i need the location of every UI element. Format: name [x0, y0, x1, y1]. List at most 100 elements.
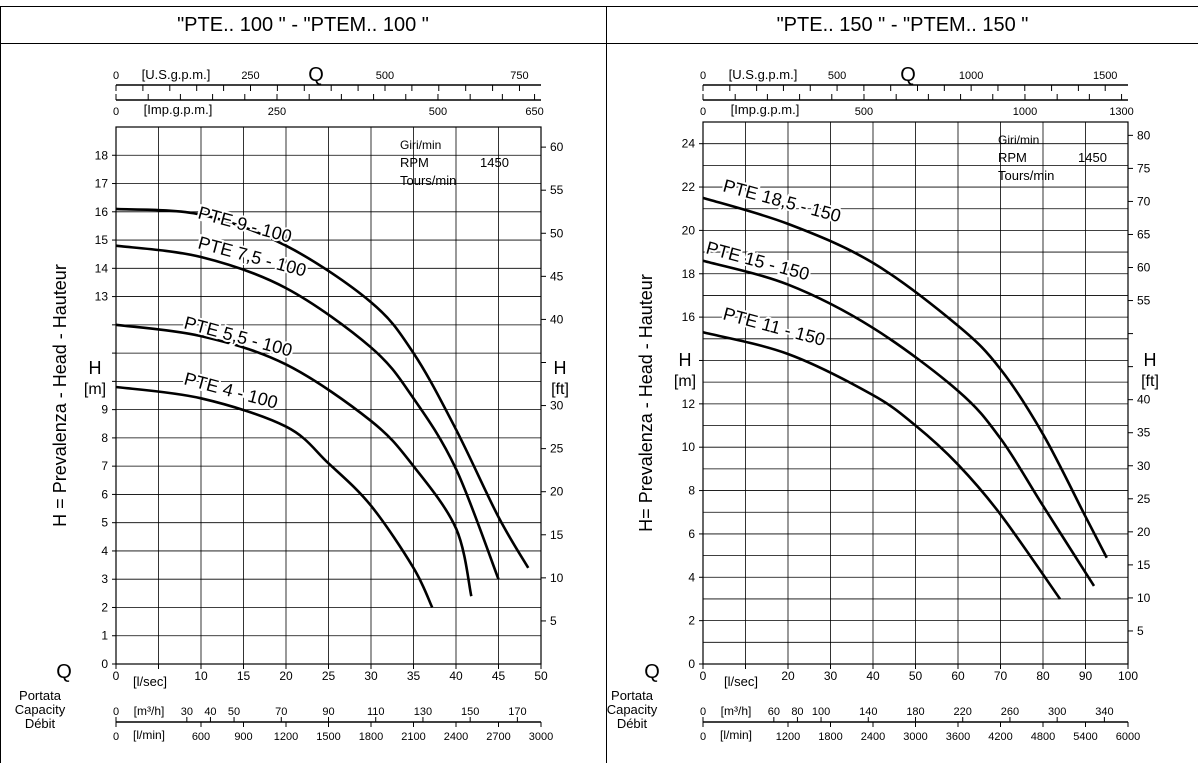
x-tick-label: 0	[700, 669, 707, 683]
x-tick-label: 15	[237, 669, 251, 683]
x-tick-label: 0	[113, 669, 120, 683]
y2-unit-ft: [ft]	[551, 381, 569, 398]
x-tick-label: 30	[364, 669, 378, 683]
lmin-tick-label: 600	[192, 731, 210, 743]
curve-pte-9-100	[115, 207, 530, 569]
y-tick-label: 12	[682, 397, 696, 411]
y-tick-label: 24	[682, 137, 696, 151]
lmin-tick-label: 2700	[486, 731, 510, 743]
y-unit-h: H	[89, 358, 102, 378]
y-tick-label: 8	[101, 431, 108, 445]
rpm-line1: Giri/min	[998, 133, 1039, 147]
m3h-tick-label: 0	[700, 706, 706, 718]
x-tick-label: 20	[781, 669, 795, 683]
curve-label: PTE 15 - 150	[704, 238, 812, 285]
x-unit-label: [l/sec]	[724, 674, 758, 689]
ft-tick-label: 55	[1137, 294, 1151, 308]
rpm-line3: Tours/min	[998, 168, 1054, 183]
usgpm-unit: [U.S.g.p.m.]	[142, 67, 211, 82]
ft-tick-label: 10	[1137, 591, 1151, 605]
x-tick-label: 90	[1079, 669, 1093, 683]
lmin-tick-label: 2400	[861, 731, 885, 743]
lmin-tick-label: 1200	[274, 731, 298, 743]
m3h-tick-label: 100	[812, 706, 830, 718]
ft-tick-label: 20	[550, 485, 564, 499]
y-tick-label: 4	[101, 544, 108, 558]
y-unit-m: [m]	[84, 381, 106, 398]
q-label: Q	[56, 661, 72, 683]
lmin-tick-label: 900	[234, 731, 252, 743]
y-tick-label: 2	[688, 614, 695, 628]
ft-tick-label: 5	[550, 614, 557, 628]
m3h-tick-label: 150	[461, 706, 479, 718]
impgpm-tick-label: 250	[268, 106, 286, 118]
capacity-label: Portata	[19, 688, 62, 703]
impgpm-tick-label: 1300	[1109, 106, 1133, 118]
ft-tick-label: 5	[1137, 624, 1144, 638]
rpm-line2: RPM	[998, 150, 1027, 165]
y-tick-label: 17	[95, 177, 109, 191]
q-top-label: Q	[900, 64, 916, 86]
x-tick-label: 50	[909, 669, 923, 683]
usgpm-tick-label: 250	[241, 70, 259, 82]
impgpm-unit: [Imp.g.p.m.]	[731, 102, 800, 117]
y2-unit-ft: [ft]	[1141, 373, 1159, 390]
usgpm-tick-label: 0	[113, 70, 119, 82]
m3h-tick-label: 180	[906, 706, 924, 718]
y-tick-label: 18	[682, 267, 696, 281]
rpm-value: 1450	[480, 155, 509, 170]
usgpm-tick-label: 750	[510, 70, 528, 82]
ft-tick-label: 15	[550, 528, 564, 542]
ft-tick-label: 20	[1137, 525, 1151, 539]
m3h-tick-label: 60	[768, 706, 780, 718]
y-tick-label: 8	[688, 484, 695, 498]
rpm-line3: Tours/min	[400, 173, 456, 188]
x-tick-label: 60	[951, 669, 965, 683]
lmin-tick-label: 1800	[818, 731, 842, 743]
y-tick-label: 16	[95, 205, 109, 219]
ft-tick-label: 60	[550, 140, 564, 154]
ft-tick-label: 80	[1137, 128, 1151, 142]
y-tick-label: 9	[101, 403, 108, 417]
curve-label: PTE 18,5 - 150	[721, 176, 843, 227]
impgpm-unit: [Imp.g.p.m.]	[144, 102, 213, 117]
usgpm-tick-label: 1500	[1093, 70, 1117, 82]
impgpm-tick-label: 650	[525, 106, 543, 118]
m3h-tick-label: 0	[113, 706, 119, 718]
ft-tick-label: 25	[1137, 492, 1151, 506]
m3h-tick-label: 70	[275, 706, 287, 718]
y-tick-label: 0	[688, 657, 695, 671]
lmin-unit: [l/min]	[133, 728, 165, 742]
lmin-tick-label: 1800	[359, 731, 383, 743]
rpm-line1: Giri/min	[400, 138, 441, 152]
y2-unit-h: H	[1144, 350, 1157, 370]
m3h-tick-label: 260	[1001, 706, 1019, 718]
m3h-tick-label: 340	[1095, 706, 1113, 718]
ft-tick-label: 65	[1137, 227, 1151, 241]
m3h-tick-label: 300	[1048, 706, 1066, 718]
m3h-tick-label: 170	[508, 706, 526, 718]
lmin-tick-label: 1200	[776, 731, 800, 743]
m3h-tick-label: 40	[204, 706, 216, 718]
impgpm-tick-label: 500	[855, 106, 873, 118]
m3h-tick-label: 220	[954, 706, 972, 718]
lmin-tick-label: 6000	[1116, 731, 1140, 743]
ft-tick-label: 45	[550, 269, 564, 283]
curve-pte-11-150	[702, 331, 1062, 600]
ft-tick-label: 40	[1137, 393, 1151, 407]
x-tick-label: 40	[866, 669, 880, 683]
x-unit-label: [l/sec]	[133, 674, 167, 689]
capacity-label: Débit	[25, 716, 56, 731]
rpm-line2: RPM	[400, 155, 429, 170]
y2-unit-h: H	[554, 358, 567, 378]
panel-divider	[606, 6, 607, 763]
x-tick-label: 40	[449, 669, 463, 683]
ft-tick-label: 60	[1137, 261, 1151, 275]
capacity-label: Capacity	[15, 702, 66, 717]
x-tick-label: 30	[824, 669, 838, 683]
x-tick-label: 45	[492, 669, 506, 683]
lmin-tick-label: 0	[700, 731, 706, 743]
y-tick-label: 1	[101, 629, 108, 643]
m3h-unit: [m³/h]	[721, 704, 752, 718]
